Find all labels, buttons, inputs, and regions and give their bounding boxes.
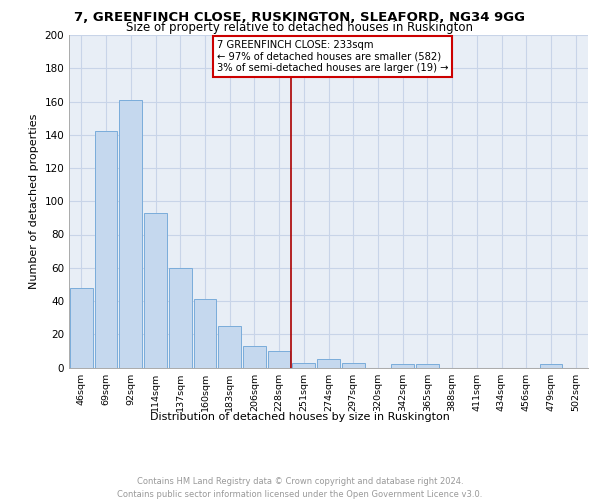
Bar xyxy=(292,362,315,368)
Bar xyxy=(539,364,562,368)
Bar xyxy=(218,326,241,368)
Text: Contains HM Land Registry data © Crown copyright and database right 2024.
Contai: Contains HM Land Registry data © Crown c… xyxy=(118,478,482,499)
Bar xyxy=(268,351,290,368)
Text: 7 GREENFINCH CLOSE: 233sqm
← 97% of detached houses are smaller (582)
3% of semi: 7 GREENFINCH CLOSE: 233sqm ← 97% of deta… xyxy=(217,40,448,73)
Bar xyxy=(391,364,414,368)
Bar xyxy=(95,132,118,368)
Text: Distribution of detached houses by size in Ruskington: Distribution of detached houses by size … xyxy=(150,412,450,422)
Bar xyxy=(342,362,365,368)
Text: 7, GREENFINCH CLOSE, RUSKINGTON, SLEAFORD, NG34 9GG: 7, GREENFINCH CLOSE, RUSKINGTON, SLEAFOR… xyxy=(74,11,526,24)
Bar xyxy=(70,288,93,368)
Bar xyxy=(169,268,191,368)
Bar xyxy=(317,359,340,368)
Bar xyxy=(416,364,439,368)
Bar xyxy=(194,300,216,368)
Text: Size of property relative to detached houses in Ruskington: Size of property relative to detached ho… xyxy=(127,22,473,35)
Y-axis label: Number of detached properties: Number of detached properties xyxy=(29,114,39,289)
Bar xyxy=(144,213,167,368)
Bar xyxy=(243,346,266,368)
Bar xyxy=(119,100,142,367)
